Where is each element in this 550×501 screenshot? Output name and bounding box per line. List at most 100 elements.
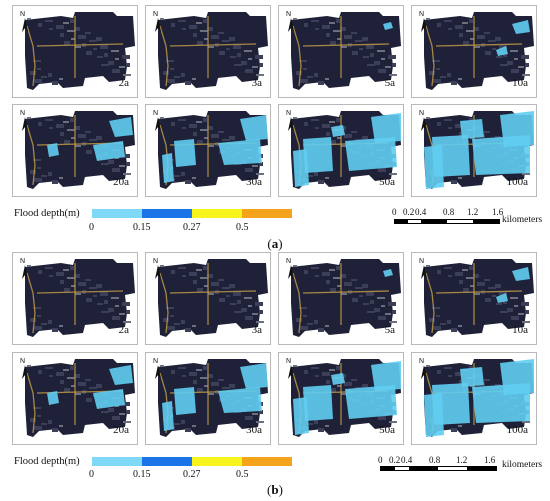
building-block <box>196 269 202 271</box>
building-block <box>303 315 307 317</box>
building-block <box>38 270 42 274</box>
building-block <box>63 121 69 123</box>
building-block <box>315 127 319 129</box>
building-block <box>462 22 468 24</box>
building-block <box>111 50 119 52</box>
building-block <box>27 365 31 367</box>
north-arrow-icon: N <box>418 11 430 34</box>
north-arrow-icon: N <box>152 11 164 34</box>
building-block <box>171 122 175 126</box>
building-block <box>351 131 357 133</box>
building-block <box>255 55 263 59</box>
building-block <box>45 119 53 121</box>
road <box>292 272 302 334</box>
building-block <box>208 393 214 395</box>
north-letter: N <box>20 110 26 117</box>
building-block <box>448 375 452 377</box>
building-block <box>218 131 224 133</box>
building-block <box>167 326 175 330</box>
building-block <box>226 295 230 297</box>
legend-swatch-4 <box>242 209 292 218</box>
map-panel: N 2a <box>12 5 138 98</box>
building-block <box>341 145 347 147</box>
building-block <box>511 69 519 73</box>
flood-area <box>496 293 508 303</box>
satellite-map <box>158 111 268 189</box>
building-block <box>377 297 385 299</box>
flood-area <box>345 385 397 419</box>
building-block <box>63 22 69 24</box>
legend-tick: 0.5 <box>236 469 249 480</box>
building-block <box>389 74 397 76</box>
north-letter: N <box>419 258 425 265</box>
building-block <box>100 45 108 49</box>
building-block <box>182 127 186 129</box>
building-block <box>70 19 74 23</box>
building-block <box>241 61 247 65</box>
building-block <box>503 53 507 57</box>
building-block <box>171 370 175 374</box>
building-block <box>363 56 369 58</box>
building-block <box>437 370 441 374</box>
legend-tick: 0.5 <box>236 222 249 233</box>
building-block <box>75 145 81 147</box>
building-block <box>30 170 36 174</box>
building-block <box>197 288 203 292</box>
flood-area <box>109 117 133 137</box>
building-block <box>322 372 330 376</box>
building-block <box>300 79 308 83</box>
building-block <box>64 388 70 392</box>
scale-tick: 0.2 <box>403 207 415 217</box>
building-block <box>459 132 463 136</box>
building-block <box>244 297 252 299</box>
urban-area <box>25 259 135 337</box>
building-block <box>521 55 529 59</box>
legend-swatch-1 <box>92 457 142 466</box>
return-period-label: 100a <box>506 424 528 436</box>
building-block <box>71 385 75 387</box>
caption-b: (b) <box>267 482 283 497</box>
north-letter: N <box>286 11 292 18</box>
building-block <box>63 269 69 271</box>
building-block <box>451 328 457 332</box>
building-block <box>85 379 91 381</box>
north-arrow-icon: N <box>285 11 297 34</box>
building-block <box>315 375 319 377</box>
building-block <box>333 30 341 32</box>
building-block <box>56 372 64 376</box>
building-block <box>234 311 242 313</box>
building-block <box>34 326 42 330</box>
building-block <box>484 32 490 34</box>
building-block <box>389 173 397 175</box>
building-block <box>178 367 186 369</box>
building-block <box>182 275 186 277</box>
building-block <box>315 275 319 277</box>
building-block <box>59 425 63 427</box>
building-block <box>93 48 97 50</box>
building-block <box>458 78 462 80</box>
building-block <box>86 51 92 55</box>
urban-area <box>291 12 401 90</box>
building-block <box>229 37 235 41</box>
legend-swatch-2 <box>142 457 192 466</box>
building-block <box>111 297 119 299</box>
building-block <box>160 365 164 367</box>
building-block <box>330 288 336 292</box>
building-block <box>492 48 496 50</box>
building-block <box>303 68 307 70</box>
satellite-map <box>424 259 534 337</box>
building-block <box>203 366 207 370</box>
building-block <box>296 318 302 322</box>
building-block <box>160 117 164 119</box>
return-period-label: 3a <box>251 77 262 89</box>
north-arrow-icon: N <box>285 358 297 381</box>
map-panel: N 5a <box>278 252 404 345</box>
flood-area <box>293 397 309 435</box>
building-block <box>60 33 64 37</box>
building-block <box>34 79 42 83</box>
building-block <box>330 388 336 392</box>
building-block <box>170 315 174 317</box>
building-block <box>122 154 130 158</box>
building-block <box>367 311 375 313</box>
map-panel: N 30a <box>145 104 271 197</box>
